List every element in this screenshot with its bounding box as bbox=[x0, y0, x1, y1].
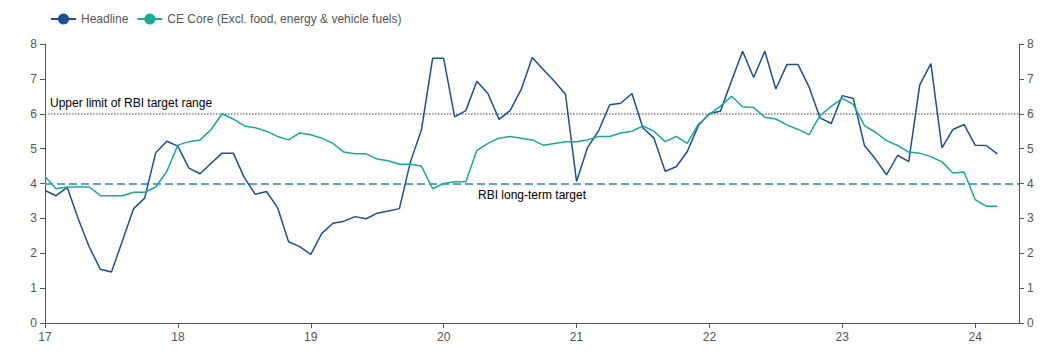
svg-text:5: 5 bbox=[1027, 142, 1034, 156]
svg-text:3: 3 bbox=[1027, 211, 1034, 225]
svg-text:21: 21 bbox=[570, 330, 584, 344]
svg-text:6: 6 bbox=[1027, 107, 1034, 121]
svg-text:2: 2 bbox=[30, 246, 37, 260]
svg-text:1: 1 bbox=[1027, 281, 1034, 295]
svg-text:Headline: Headline bbox=[81, 12, 129, 26]
svg-text:7: 7 bbox=[30, 72, 37, 86]
svg-text:0: 0 bbox=[1027, 316, 1034, 330]
svg-text:8: 8 bbox=[30, 37, 37, 51]
svg-text:17: 17 bbox=[38, 330, 52, 344]
svg-text:4: 4 bbox=[1027, 177, 1034, 191]
svg-text:4: 4 bbox=[30, 177, 37, 191]
svg-text:CE Core (Excl. food, energy &: CE Core (Excl. food, energy & vehicle fu… bbox=[167, 12, 401, 26]
svg-text:3: 3 bbox=[30, 211, 37, 225]
svg-text:7: 7 bbox=[1027, 72, 1034, 86]
svg-text:2: 2 bbox=[1027, 246, 1034, 260]
svg-text:20: 20 bbox=[437, 330, 451, 344]
svg-text:8: 8 bbox=[1027, 37, 1034, 51]
svg-text:19: 19 bbox=[304, 330, 318, 344]
svg-text:23: 23 bbox=[836, 330, 850, 344]
svg-text:6: 6 bbox=[30, 107, 37, 121]
svg-text:22: 22 bbox=[703, 330, 717, 344]
svg-text:24: 24 bbox=[968, 330, 982, 344]
svg-text:1: 1 bbox=[30, 281, 37, 295]
svg-text:RBI long-term target: RBI long-term target bbox=[478, 188, 587, 202]
svg-text:18: 18 bbox=[171, 330, 185, 344]
svg-text:5: 5 bbox=[30, 142, 37, 156]
svg-text:Upper limit of RBI target rang: Upper limit of RBI target range bbox=[50, 96, 212, 110]
svg-text:0: 0 bbox=[30, 316, 37, 330]
